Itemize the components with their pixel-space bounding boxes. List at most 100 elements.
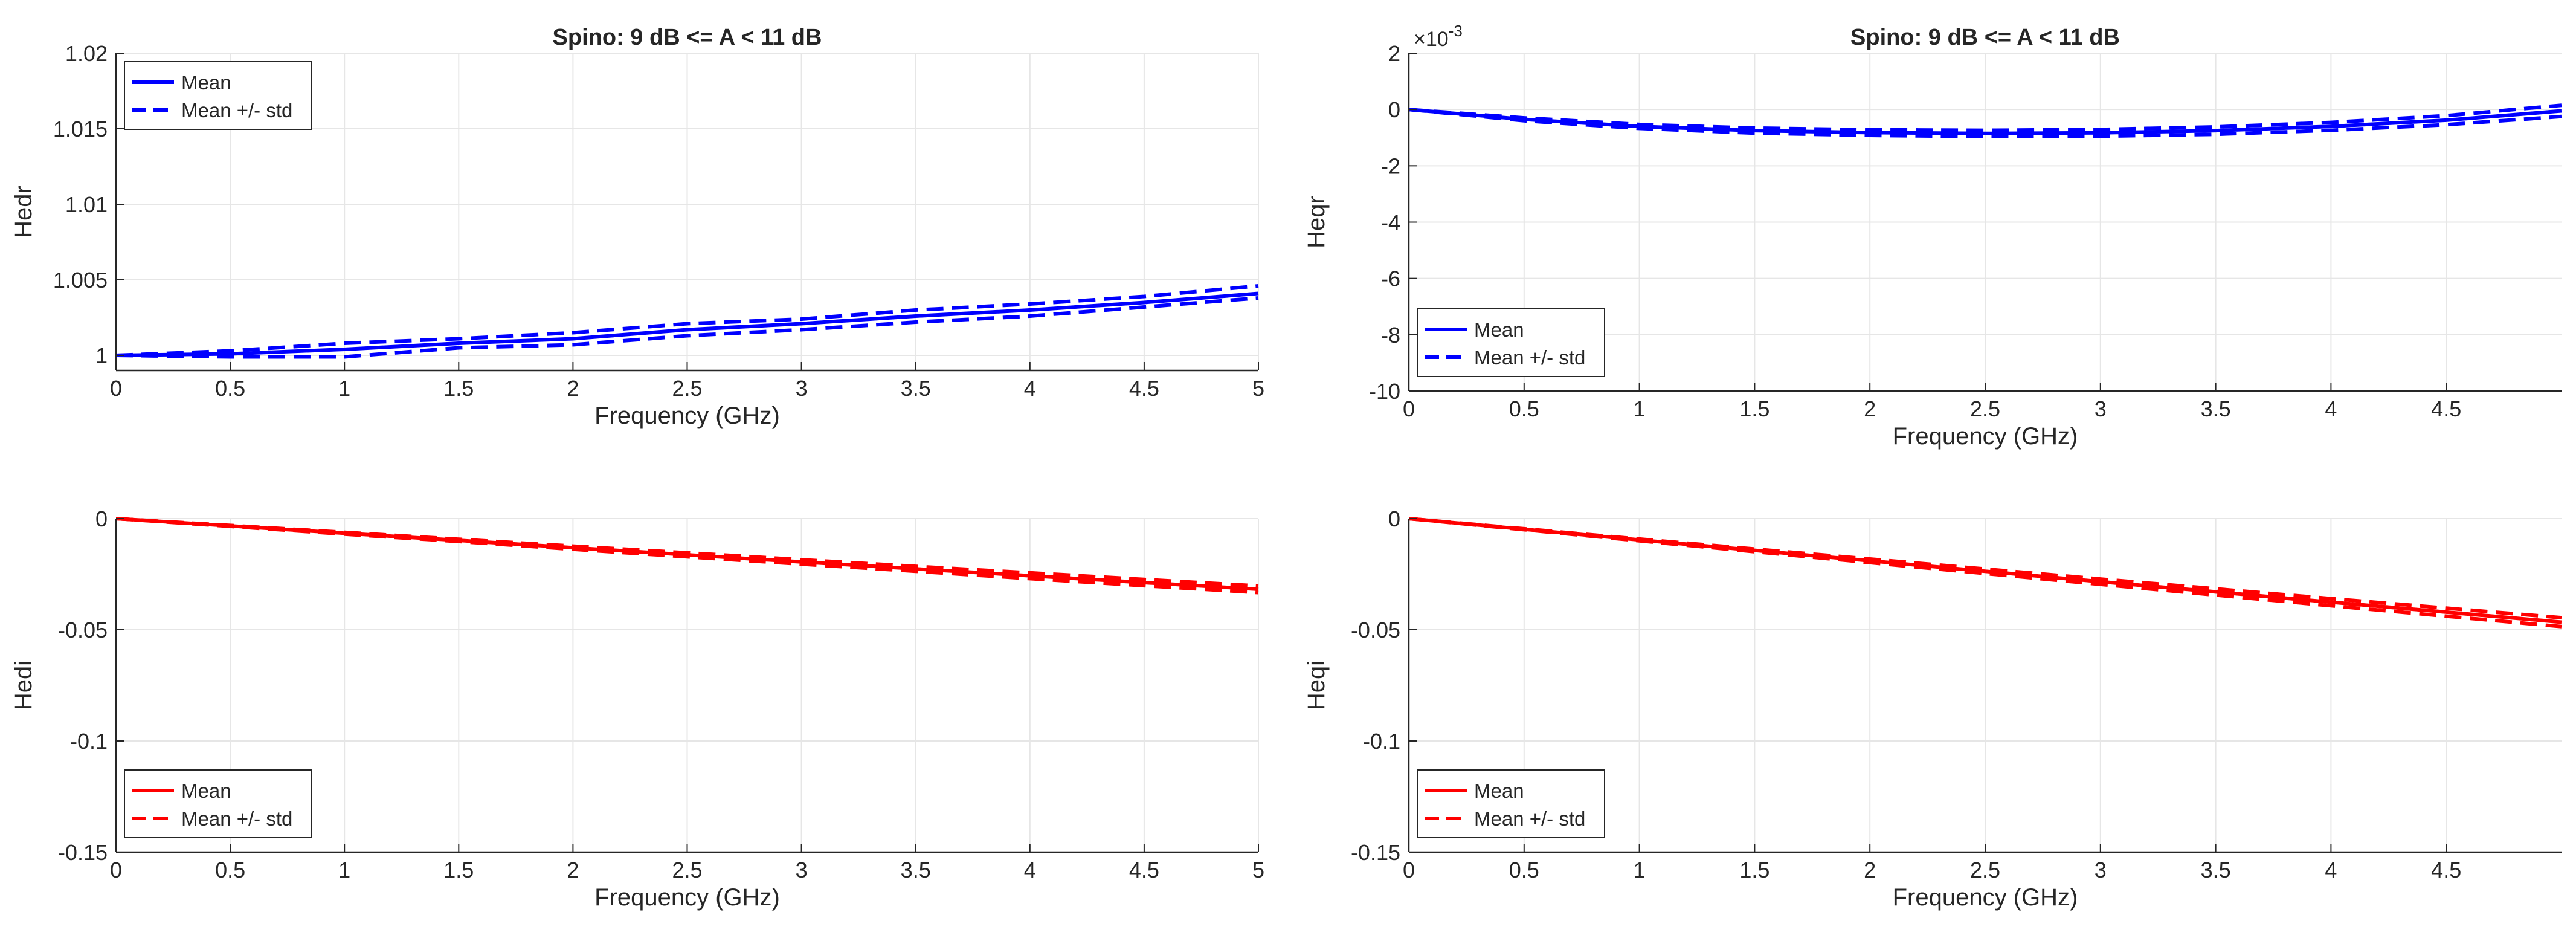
legend-label: Mean +/- std [181, 99, 292, 121]
x-tick-label: 0.5 [1509, 396, 1539, 421]
x-tick-label: 0.5 [1509, 858, 1539, 882]
x-axis-label: Frequency (GHz) [594, 884, 780, 911]
y-tick-label: -2 [1381, 154, 1400, 178]
x-tick-label: 3 [796, 858, 808, 882]
x-tick-label: 0 [110, 858, 122, 882]
x-tick-label: 2.5 [672, 858, 702, 882]
x-tick-label: 0 [1403, 396, 1415, 421]
series-line-mean-std-2 [1408, 108, 2562, 138]
x-tick-label: 1 [1634, 858, 1646, 882]
series-line-mean-std-2 [1408, 517, 2562, 629]
x-tick-label: 2.5 [1970, 858, 2000, 882]
x-tick-label: 4 [2325, 396, 2337, 421]
series-group [115, 517, 1259, 595]
x-tick-label: 1.5 [1739, 858, 1769, 882]
x-axis-label: Frequency (GHz) [1893, 423, 2078, 450]
y-axis-label: Heqr [1303, 196, 1330, 248]
chart-title: Spino: 9 dB <= A < 11 dB [1850, 25, 2120, 50]
x-tick-label: 0.5 [215, 858, 245, 882]
legend-label: Mean [1474, 319, 1524, 341]
x-tick-label: 5 [1252, 376, 1264, 401]
x-tick-label: 4.5 [2431, 858, 2461, 882]
legend-label: Mean +/- std [1474, 346, 1585, 369]
chart-br: 0 0.5 1 1.5 2 2.5 3 3.5 4 4.5 -0.15 -0.1 -0.05 0 Frequ… [1303, 506, 2562, 911]
x-tick-label: 1 [338, 376, 350, 401]
y-tick-label: -6 [1381, 267, 1400, 291]
chart-bl: 0 0.5 1 1.5 2 2.5 3 3.5 4 4.5 5 -0.15 -0.1 -0.05 0 Freq… [10, 506, 1264, 911]
y-tick-label: 1.015 [53, 117, 108, 141]
y-tick-label: 1.005 [53, 268, 108, 293]
series-line-mean-std-1 [115, 284, 1259, 357]
y-tick-label: -0.05 [58, 618, 108, 642]
y-tick-label: -4 [1381, 210, 1400, 235]
x-tick-label: 3.5 [901, 858, 931, 882]
x-tick-label: 1 [1634, 396, 1646, 421]
x-tick-label: 0 [110, 376, 122, 401]
y-tick-label: 1.01 [65, 192, 108, 217]
x-tick-label: 1 [338, 858, 350, 882]
legend-label: Mean +/- std [1474, 807, 1585, 830]
y-tick-label: -8 [1381, 323, 1400, 348]
y-tick-label: -0.15 [58, 840, 108, 865]
y-tick-label: -0.1 [70, 729, 108, 754]
y-exponent-power: -3 [1449, 22, 1463, 40]
legend: Mean Mean +/- std [1417, 769, 1605, 838]
legend-label: Mean [181, 780, 231, 802]
y-tick-label: 0 [1388, 506, 1400, 531]
y-tick-label: 1 [95, 343, 108, 368]
series-line-mean [115, 291, 1259, 357]
y-tick-label: 0 [1388, 97, 1400, 122]
x-tick-label: 2 [1864, 858, 1876, 882]
chart-tl: 0 0.5 1 1.5 2 2.5 3 3.5 4 4.5 5 1 1.005 1.01 1.015 1.02… [10, 25, 1264, 429]
chart-tr: 0 0.5 1 1.5 2 2.5 3 3.5 4 4.5 -10 -8 -6 -4 -2 0 2 ×10-3 Sp… [1303, 22, 2562, 450]
x-tick-label: 3.5 [901, 376, 931, 401]
y-axis-label: Heqi [1303, 661, 1330, 710]
series-group [1408, 517, 2562, 629]
x-tick-label: 3 [2095, 396, 2107, 421]
x-tick-label: 1.5 [443, 858, 474, 882]
x-tick-label: 5 [1252, 858, 1264, 882]
x-tick-label: 3 [2095, 858, 2107, 882]
x-tick-label: 3.5 [2201, 858, 2231, 882]
x-tick-label: 2.5 [1970, 396, 2000, 421]
x-tick-label: 0 [1403, 858, 1415, 882]
x-tick-label: 3.5 [2201, 396, 2231, 421]
x-tick-label: 4 [1024, 376, 1036, 401]
y-tick-label: -0.05 [1351, 618, 1400, 642]
legend-label: Mean [1474, 780, 1524, 802]
legend-box [1417, 308, 1605, 377]
x-tick-label: 2 [567, 858, 579, 882]
x-tick-label: 4 [1024, 858, 1036, 882]
y-tick-label: 2 [1388, 41, 1400, 66]
legend-label: Mean [181, 71, 231, 94]
y-axis-label: Hedi [10, 661, 37, 710]
legend-box [1417, 769, 1605, 838]
y-axis-label: Hedr [10, 186, 37, 238]
series-group [115, 284, 1259, 359]
y-tick-label: -0.1 [1363, 729, 1400, 754]
x-tick-label: 2.5 [672, 376, 702, 401]
x-tick-label: 1.5 [1739, 396, 1769, 421]
x-axis-label: Frequency (GHz) [594, 403, 780, 429]
x-tick-label: 4 [2325, 858, 2337, 882]
x-tick-label: 2 [567, 376, 579, 401]
y-tick-label: 1.02 [65, 41, 108, 66]
legend: Mean Mean +/- std [1417, 308, 1605, 377]
series-group [1408, 103, 2562, 138]
series-line-mean-std-2 [115, 517, 1259, 595]
legend: Mean Mean +/- std [124, 769, 312, 838]
y-exponent-label: ×10-3 [1414, 22, 1463, 51]
legend: Mean Mean +/- std [124, 61, 312, 130]
legend-box [124, 61, 312, 130]
y-tick-label: 0 [95, 506, 108, 531]
x-tick-label: 4.5 [1129, 858, 1159, 882]
x-axis-label: Frequency (GHz) [1893, 884, 2078, 911]
y-tick-label: -0.15 [1351, 840, 1400, 865]
x-tick-label: 0.5 [215, 376, 245, 401]
series-line-mean-std-2 [115, 296, 1259, 359]
series-line-mean-std-1 [1408, 103, 2562, 132]
chart-title: Spino: 9 dB <= A < 11 dB [553, 25, 822, 50]
x-tick-label: 4.5 [2431, 396, 2461, 421]
y-tick-label: -10 [1369, 379, 1400, 404]
